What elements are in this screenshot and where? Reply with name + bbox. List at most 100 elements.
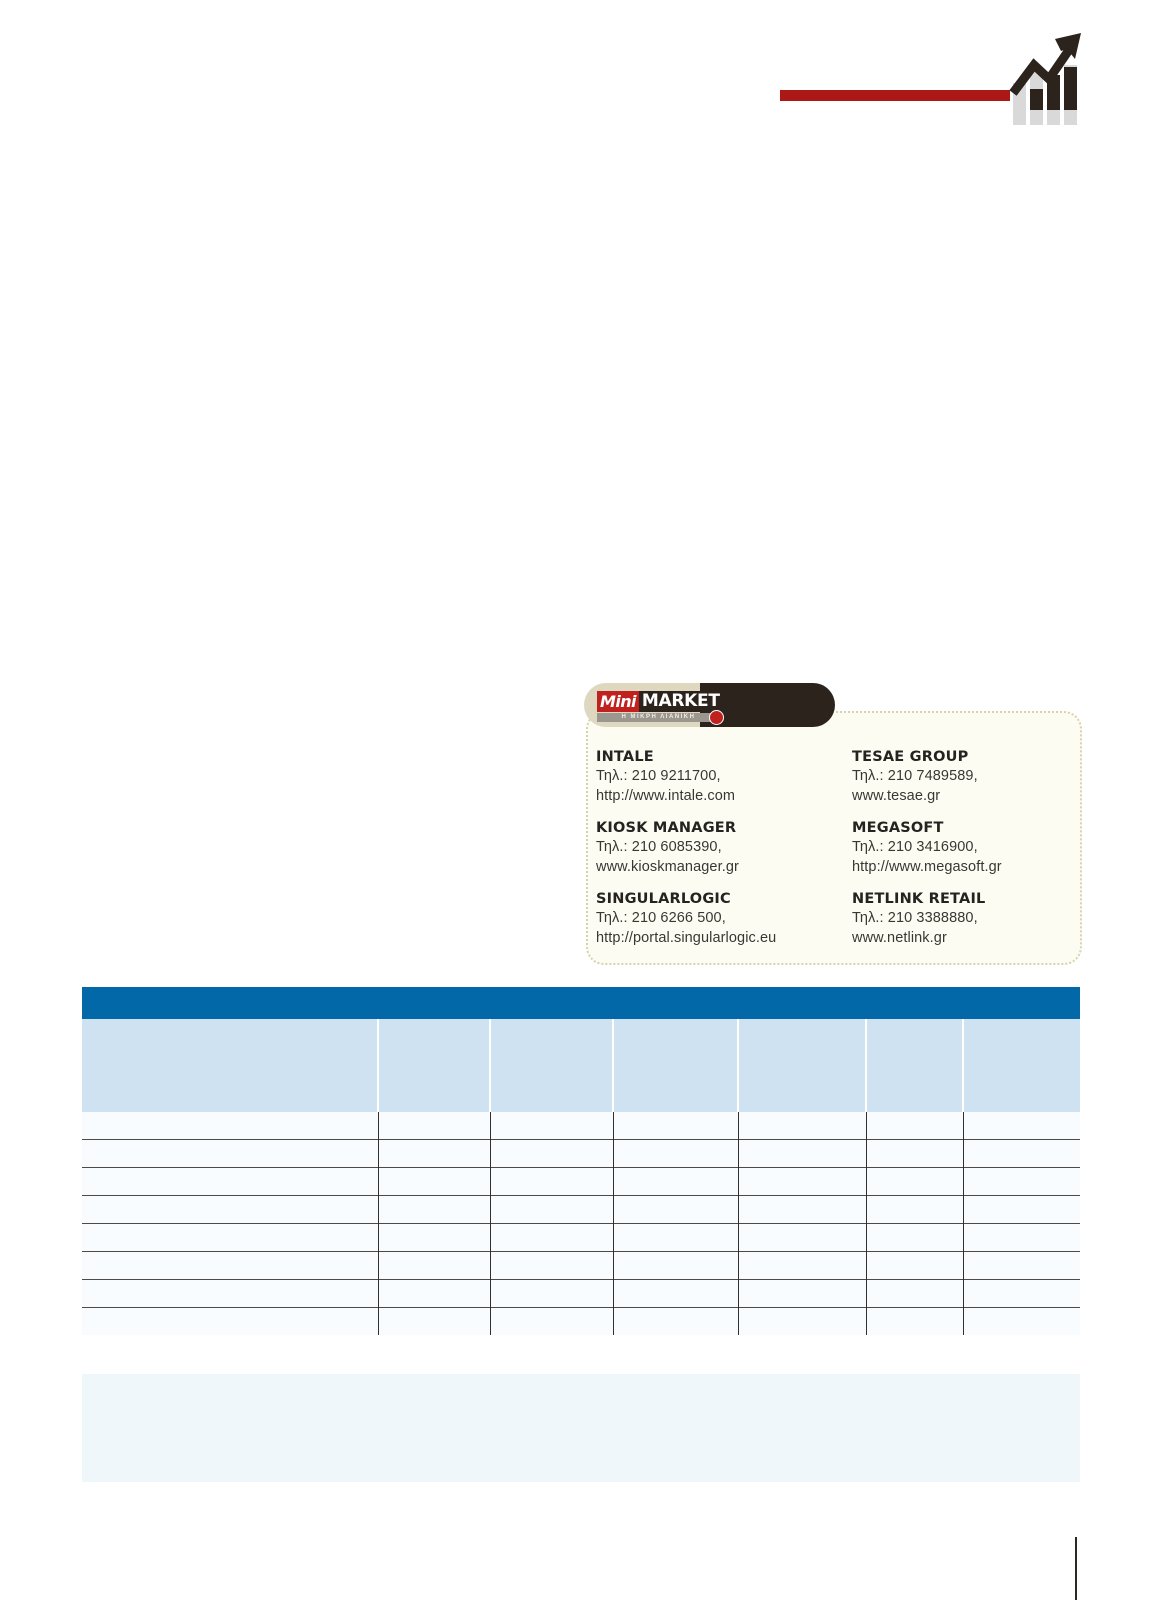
table-row [82,1195,1081,1224]
page-edge-marker [1075,1537,1077,1600]
table-cell [963,1251,1081,1280]
table-row [82,1112,1081,1140]
vendor-contact-columns: INTALE Τηλ.: 210 9211700, http://www.int… [596,748,1072,948]
vendor-website[interactable]: http://www.megasoft.gr [852,858,1002,875]
table-cell [963,1307,1081,1335]
table-cell [613,1251,739,1280]
table-row [82,1307,1081,1335]
vendor-website[interactable]: www.netlink.gr [852,929,947,946]
vendor-name: MEGASOFT [852,820,944,836]
table-cell [613,1307,739,1335]
table-cell [738,1307,867,1335]
table-col-header[interactable] [378,1019,491,1112]
logo-mini-text: Mini [597,691,639,712]
table-cell [738,1223,867,1252]
vendor-contact-card [586,711,1082,965]
table-header-row [82,1019,1081,1112]
table-cell [378,1139,491,1168]
table-row [82,1167,1081,1196]
table-cell [613,1279,739,1308]
vendor-column-left: INTALE Τηλ.: 210 9211700, http://www.int… [596,748,816,948]
table-column-headers [82,1019,1081,1112]
vendor-entry: NETLINK RETAIL Τηλ.: 210 3388880, www.ne… [852,890,1072,948]
table-cell [613,1139,739,1168]
table-cell [963,1223,1081,1252]
table-cell [738,1139,867,1168]
logo-market-text: MARKET [638,691,723,712]
table-col-header[interactable] [738,1019,867,1112]
table-cell [490,1251,614,1280]
table-cell [490,1139,614,1168]
table-cell [82,1139,379,1168]
table-cell [82,1195,379,1224]
table-cell [82,1279,379,1308]
vendor-website[interactable]: www.kioskmanager.gr [596,858,739,875]
table-cell [866,1223,964,1252]
vendor-entry: INTALE Τηλ.: 210 9211700, http://www.int… [596,748,816,806]
data-table [82,987,1081,1335]
table-cell [738,1279,867,1308]
vendor-website[interactable]: http://www.intale.com [596,787,736,804]
table-cell [866,1195,964,1224]
table-cell [378,1112,491,1140]
table-cell [738,1251,867,1280]
table-cell [490,1307,614,1335]
table-cell [613,1167,739,1196]
table-title [82,987,1081,1019]
table-cell [490,1279,614,1308]
table-cell [866,1139,964,1168]
table-cell [378,1167,491,1196]
table-cell [82,1251,379,1280]
table-cell [378,1279,491,1308]
table-cell [490,1223,614,1252]
vendor-name: INTALE [596,749,654,765]
growth-chart-icon [1009,25,1085,125]
table-cell [378,1195,491,1224]
table-row [82,1139,1081,1168]
vendor-phone: Τηλ.: 210 9211700, [596,768,721,784]
table-row [82,1223,1081,1252]
table-col-header[interactable] [963,1019,1081,1112]
table-col-header[interactable] [490,1019,614,1112]
vendor-phone: Τηλ.: 210 6085390, [596,839,722,855]
table-row [82,1279,1081,1308]
table-cell [82,1223,379,1252]
vendor-entry: TESAE GROUP Τηλ.: 210 7489589, www.tesae… [852,748,1072,806]
vendor-column-right: TESAE GROUP Τηλ.: 210 7489589, www.tesae… [852,748,1072,948]
table-cell [738,1167,867,1196]
table-cell [963,1279,1081,1308]
table-cell [738,1195,867,1224]
vendor-name: TESAE GROUP [852,749,969,765]
table-cell [82,1112,379,1140]
data-table-wrap [82,987,1081,1335]
vendor-website[interactable]: www.tesae.gr [852,787,941,804]
vendor-website[interactable]: http://portal.singularlogic.eu [596,929,777,946]
vendor-entry: MEGASOFT Τηλ.: 210 3416900, http://www.m… [852,819,1072,877]
table-cell [613,1223,739,1252]
table-cell [963,1139,1081,1168]
table-cell [963,1112,1081,1140]
table-cell [490,1167,614,1196]
table-body [82,1112,1081,1335]
table-col-header[interactable] [613,1019,739,1112]
table-col-header[interactable] [82,1019,379,1112]
table-cell [82,1167,379,1196]
table-cell [613,1112,739,1140]
table-cell [866,1167,964,1196]
table-cell [490,1112,614,1140]
table-cell [378,1223,491,1252]
vendor-phone: Τηλ.: 210 3388880, [852,910,978,926]
table-cell [738,1112,867,1140]
table-title-row [82,987,1081,1019]
vendor-name: NETLINK RETAIL [852,891,986,907]
logo-wordmark: Mini MARKET [597,691,723,712]
table-cell [866,1112,964,1140]
table-cell [82,1307,379,1335]
header-red-rule [780,90,1010,101]
vendor-entry: KIOSK MANAGER Τηλ.: 210 6085390, www.kio… [596,819,816,877]
page-header [0,0,1173,140]
table-cell [613,1195,739,1224]
vendor-name: KIOSK MANAGER [596,820,737,836]
table-col-header[interactable] [866,1019,964,1112]
